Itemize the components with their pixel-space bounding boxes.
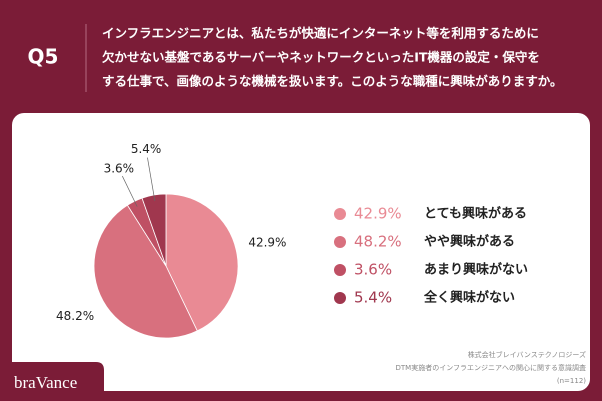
- legend-value: 5.4%: [354, 289, 392, 307]
- leader-line: [147, 157, 156, 202]
- legend-swatch: [334, 292, 346, 304]
- pie-slice: [93, 204, 198, 339]
- question-number: Q5: [28, 45, 59, 69]
- footer-line: 株式会社ブレイバンステクノロジーズ: [468, 350, 586, 359]
- question-line: インフラエンジニアとは、私たちが快適にインターネット等を利用するために: [102, 26, 539, 41]
- legend-value: 48.2%: [354, 233, 402, 251]
- footer-line: (n=112): [557, 377, 586, 385]
- slice-label: 42.9%: [248, 235, 286, 249]
- slice-label: 3.6%: [104, 161, 135, 175]
- question-line: する仕事で、画像のような機械を扱います。このような職種に興味がありますか。: [102, 74, 563, 89]
- logo: braVance: [14, 373, 77, 392]
- legend-value: 42.9%: [354, 205, 402, 223]
- legend-label: あまり興味がない: [424, 262, 528, 278]
- legend-swatch: [334, 264, 346, 276]
- question-line: 欠かせない基盤であるサーバーやネットワークといったIT機器の設定・保守を: [102, 50, 540, 65]
- legend-label: やや興味がある: [424, 234, 515, 250]
- legend-value: 3.6%: [354, 261, 392, 279]
- footer-line: DTM実施者のインフラエンジニアへの関心に関する意識調査: [396, 363, 587, 372]
- legend-label: 全く興味がない: [423, 290, 515, 306]
- leader-line: [122, 175, 138, 207]
- slice-label: 48.2%: [56, 309, 94, 323]
- legend-swatch: [334, 236, 346, 248]
- pie-slice: [165, 193, 239, 332]
- legend-label: とても興味がある: [424, 206, 527, 222]
- slice-label: 5.4%: [131, 142, 162, 156]
- logo-tab: [0, 362, 104, 401]
- legend-swatch: [334, 208, 346, 220]
